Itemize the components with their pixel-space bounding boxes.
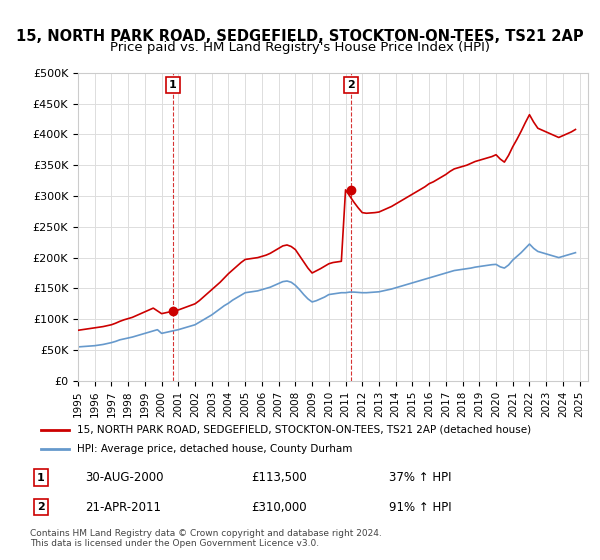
Text: 30-AUG-2000: 30-AUG-2000 xyxy=(85,471,164,484)
Text: 1: 1 xyxy=(37,473,45,483)
Text: 37% ↑ HPI: 37% ↑ HPI xyxy=(389,471,451,484)
Text: Contains HM Land Registry data © Crown copyright and database right 2024.: Contains HM Land Registry data © Crown c… xyxy=(30,529,382,538)
Text: HPI: Average price, detached house, County Durham: HPI: Average price, detached house, Coun… xyxy=(77,445,352,455)
Text: £113,500: £113,500 xyxy=(251,471,307,484)
Text: 2: 2 xyxy=(347,80,355,90)
Text: 91% ↑ HPI: 91% ↑ HPI xyxy=(389,501,451,514)
Text: 15, NORTH PARK ROAD, SEDGEFIELD, STOCKTON-ON-TEES, TS21 2AP (detached house): 15, NORTH PARK ROAD, SEDGEFIELD, STOCKTO… xyxy=(77,424,531,435)
Text: £310,000: £310,000 xyxy=(251,501,307,514)
Text: 21-APR-2011: 21-APR-2011 xyxy=(85,501,161,514)
Text: This data is licensed under the Open Government Licence v3.0.: This data is licensed under the Open Gov… xyxy=(30,539,319,548)
Text: Price paid vs. HM Land Registry's House Price Index (HPI): Price paid vs. HM Land Registry's House … xyxy=(110,41,490,54)
Text: 1: 1 xyxy=(169,80,176,90)
Text: 15, NORTH PARK ROAD, SEDGEFIELD, STOCKTON-ON-TEES, TS21 2AP: 15, NORTH PARK ROAD, SEDGEFIELD, STOCKTO… xyxy=(16,29,584,44)
Text: 2: 2 xyxy=(37,502,45,512)
